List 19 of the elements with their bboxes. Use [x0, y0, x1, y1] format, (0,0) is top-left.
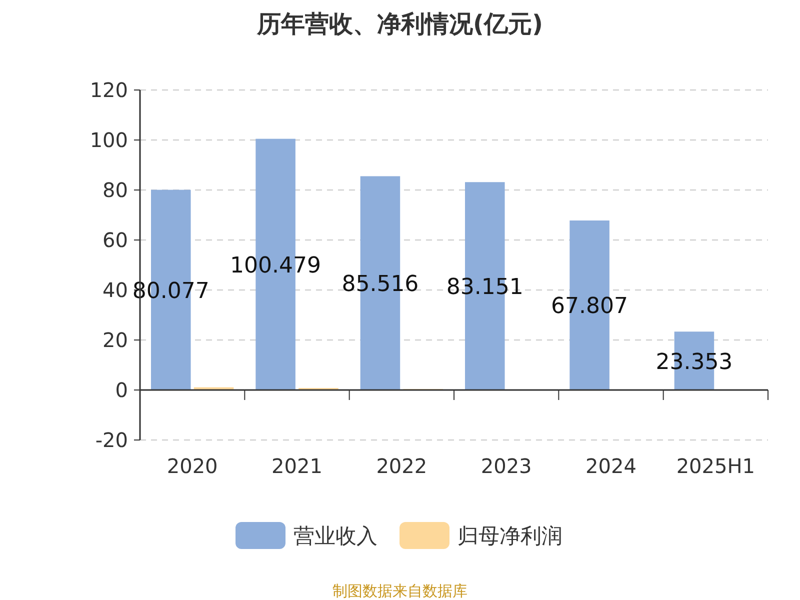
- x-tick-label: 2023: [480, 454, 532, 478]
- x-tick-label: 2025H1: [676, 454, 756, 478]
- x-tick-label: 2020: [166, 454, 218, 478]
- y-tick-label: 0: [115, 378, 128, 402]
- data-label: 100.479: [230, 253, 322, 278]
- legend-label: 归母净利润: [458, 524, 562, 548]
- chart-title: 历年营收、净利情况(亿元): [256, 10, 543, 38]
- text: 制图数据来自数据库: [332, 582, 468, 600]
- x-tick-label: 2024: [586, 454, 636, 478]
- y-tick-label: -20: [95, 428, 128, 452]
- y-tick-label: 40: [102, 278, 128, 302]
- x-tick-label: 2022: [376, 454, 428, 478]
- y-tick-label: 80: [102, 178, 128, 202]
- y-tick-label: 100: [90, 128, 128, 152]
- y-tick-label: 120: [90, 78, 128, 102]
- x-tick-label: 2021: [272, 454, 322, 478]
- y-tick-label: 60: [102, 228, 128, 252]
- legend-label: 营业收入: [294, 524, 378, 548]
- y-tick-label: 20: [102, 328, 128, 352]
